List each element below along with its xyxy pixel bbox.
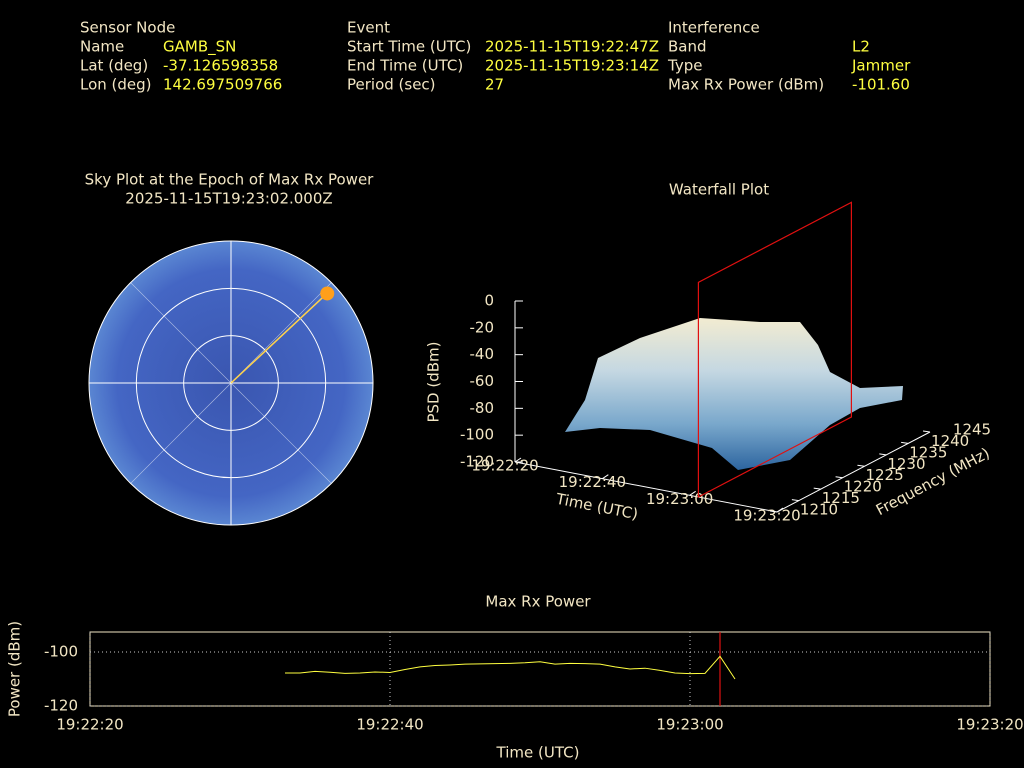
z-tick-label: -120 xyxy=(460,453,494,471)
z-tick-label: 0 xyxy=(484,292,494,310)
header-title: Interference xyxy=(668,19,760,37)
y-tick-label: 1210 xyxy=(800,501,838,519)
field-label: End Time (UTC) xyxy=(347,57,463,75)
y-tick-label: 1245 xyxy=(953,421,991,439)
field-label: Lat (deg) xyxy=(80,57,148,75)
field-value: GAMB_SN xyxy=(163,38,236,57)
field-value: 2025-11-15T19:22:47Z xyxy=(485,38,659,56)
x-tick xyxy=(776,507,784,513)
y-tick xyxy=(791,499,799,502)
z-tick-label: -80 xyxy=(470,399,495,417)
x-axis-label: Time (UTC) xyxy=(496,744,580,762)
y-tick xyxy=(879,453,887,456)
y-tick-label: 1235 xyxy=(909,443,947,461)
y-tick xyxy=(922,430,931,433)
y-tick xyxy=(857,464,865,467)
field-value: Jammer xyxy=(851,57,911,75)
source-marker xyxy=(320,286,335,301)
elevation-ring xyxy=(88,240,374,526)
x-tick xyxy=(602,474,609,480)
z-tick-label: -100 xyxy=(460,426,494,444)
chart-title: Max Rx Power xyxy=(485,593,591,611)
x-tick-label: 19:23:00 xyxy=(646,490,713,508)
field-value: 142.697509766 xyxy=(163,76,282,94)
y-tick-label: 1220 xyxy=(844,478,882,496)
azimuth-line xyxy=(230,382,332,484)
psd-surface xyxy=(565,318,903,470)
header-title: Event xyxy=(347,19,390,37)
chart-title: Sky Plot at the Epoch of Max Rx Power xyxy=(85,171,375,189)
field-value: -101.60 xyxy=(852,76,910,94)
power-line xyxy=(285,655,736,680)
x-tick-label: 19:23:00 xyxy=(656,716,723,734)
field-label: Name xyxy=(80,38,124,56)
y-axis xyxy=(776,431,931,513)
x-tick-label: 19:23:20 xyxy=(956,716,1023,734)
field-value: L2 xyxy=(852,38,870,56)
y-tick-label: 1230 xyxy=(887,455,925,473)
elevation-ring xyxy=(135,287,327,479)
z-tick-label: -60 xyxy=(470,372,495,390)
field-value: -37.126598358 xyxy=(163,57,278,75)
field-label: Start Time (UTC) xyxy=(347,38,471,56)
field-label: Band xyxy=(668,38,707,56)
y-tick-label: 1225 xyxy=(865,466,903,484)
field-label: Lon (deg) xyxy=(80,76,152,94)
z-tick-label: -40 xyxy=(470,345,495,363)
field-value: 27 xyxy=(485,76,504,94)
y-tick xyxy=(835,476,843,479)
y-tick xyxy=(901,441,909,444)
y-tick-label: 1215 xyxy=(822,489,860,507)
y-axis-label: Power (dBm) xyxy=(6,621,24,717)
x-tick-label: 19:23:20 xyxy=(733,507,800,525)
direction-arrow xyxy=(230,289,331,384)
x-tick-label: 19:22:40 xyxy=(356,716,423,734)
azimuth-line xyxy=(230,282,332,384)
chart-title: Waterfall Plot xyxy=(669,181,769,199)
y-tick xyxy=(813,487,821,490)
x-tick-label: 19:22:20 xyxy=(471,457,538,475)
x-tick xyxy=(514,457,522,463)
field-label: Period (sec) xyxy=(347,76,436,94)
header-title: Sensor Node xyxy=(80,19,175,37)
y-tick-label: -120 xyxy=(44,697,78,715)
azimuth-line xyxy=(130,282,232,384)
x-tick-label: 19:22:40 xyxy=(559,473,626,491)
x-tick xyxy=(689,490,696,496)
y-tick-label: 1240 xyxy=(931,432,969,450)
epoch-plane xyxy=(697,201,853,498)
chart-subtitle: 2025-11-15T19:23:02.000Z xyxy=(125,190,332,208)
field-label: Type xyxy=(667,57,702,75)
z-tick-label: -20 xyxy=(470,318,495,336)
elevation-ring xyxy=(183,335,279,431)
y-tick xyxy=(769,510,778,513)
z-axis-label: PSD (dBm) xyxy=(425,341,443,422)
x-axis xyxy=(514,461,778,513)
x-tick-label: 19:22:20 xyxy=(56,716,123,734)
y-tick-label: -100 xyxy=(44,642,78,660)
field-value: 2025-11-15T19:23:14Z xyxy=(485,57,659,75)
field-label: Max Rx Power (dBm) xyxy=(668,76,824,94)
azimuth-line xyxy=(130,382,232,484)
